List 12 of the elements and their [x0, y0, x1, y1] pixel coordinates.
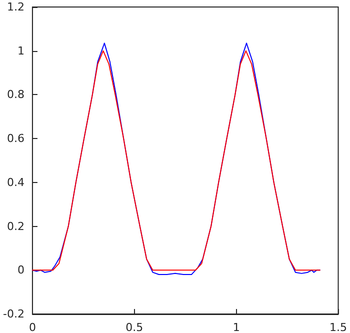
y-tick-label: 0.8: [6, 88, 24, 102]
y-tick-label: 0.6: [6, 132, 24, 146]
x-tick-label: 0.5: [126, 321, 144, 333]
y-tick-label: 0: [17, 264, 24, 277]
y-tick-label: 1: [17, 44, 24, 58]
y-tick-label: 0.2: [6, 220, 24, 233]
y-tick-label: 1.2: [6, 0, 24, 14]
x-tick-label: 1.5: [330, 321, 348, 333]
y-tick-label: -0.2: [2, 308, 24, 320]
x-tick-label: 1: [232, 321, 240, 333]
x-tick-label: 0: [28, 321, 36, 333]
y-tick-label: 0.4: [6, 176, 24, 189]
